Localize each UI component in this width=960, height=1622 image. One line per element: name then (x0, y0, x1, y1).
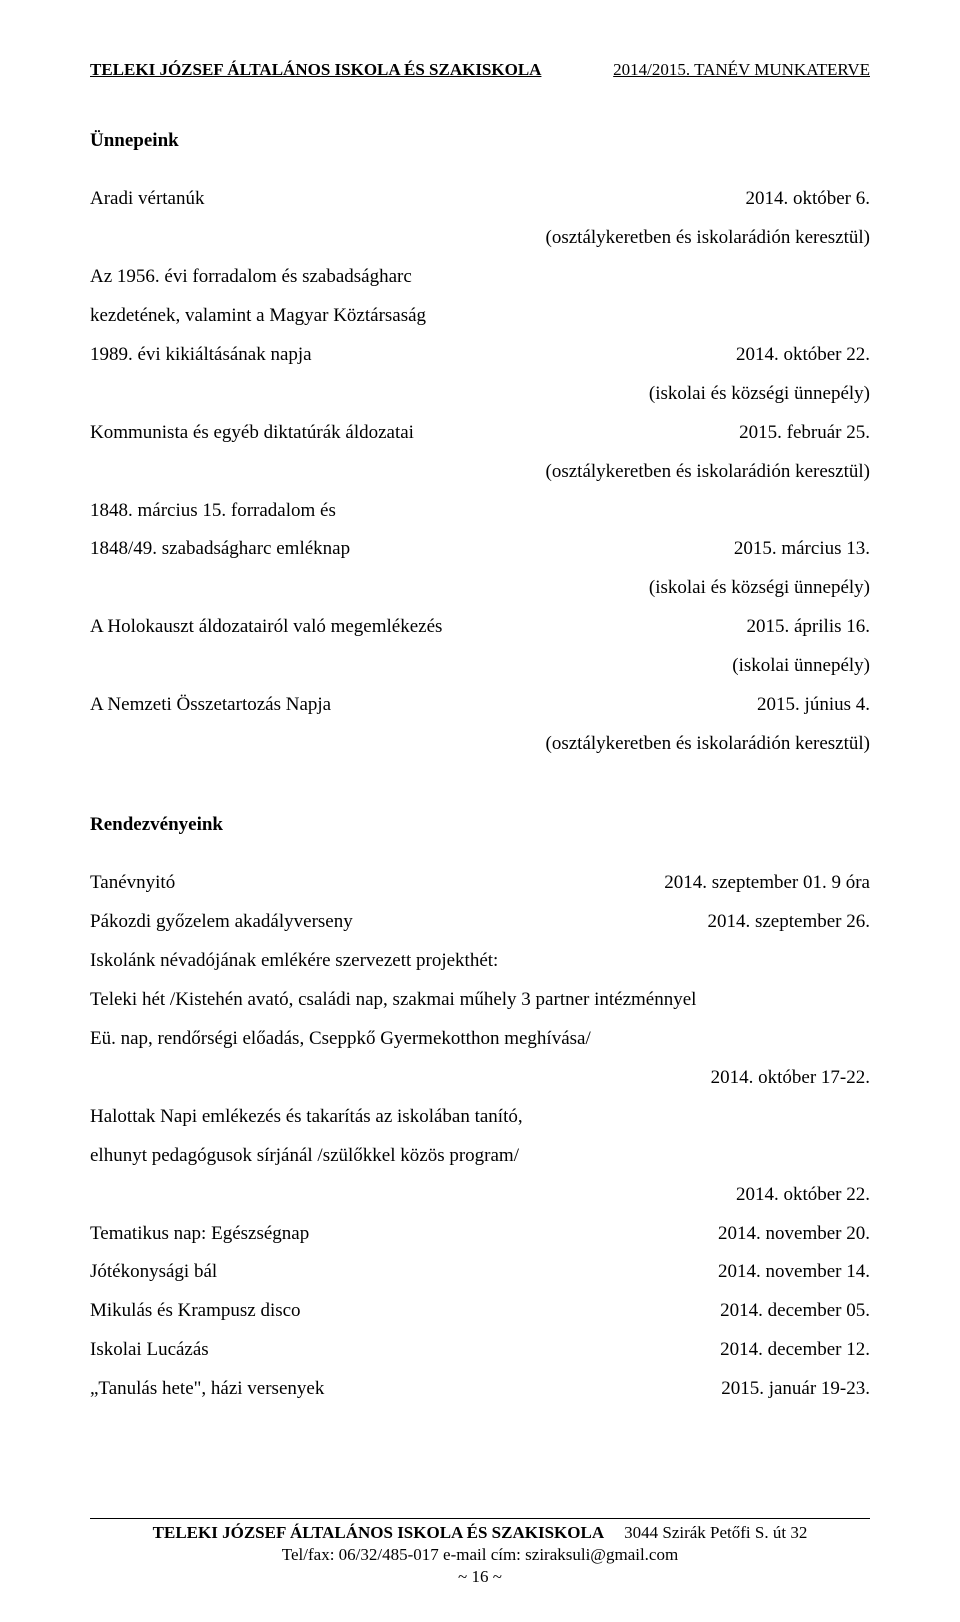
label: Pákozdi győzelem akadályverseny (90, 903, 707, 942)
label: Tanévnyitó (90, 864, 664, 903)
label: Az 1956. évi forradalom és szabadságharc (90, 258, 870, 297)
row: elhunyt pedagógusok sírjánál /szülőkkel … (90, 1137, 870, 1176)
footer-org: TELEKI JÓZSEF ÁLTALÁNOS ISKOLA ÉS SZAKIS… (153, 1523, 604, 1543)
row: (iskolai és községi ünnepély) (90, 375, 870, 414)
row: Eü. nap, rendőrségi előadás, Cseppkő Gye… (90, 1020, 870, 1059)
row: (osztálykeretben és iskolarádión kereszt… (90, 219, 870, 258)
value: 2015. január 19-23. (721, 1370, 870, 1409)
value: 2015. június 4. (757, 686, 870, 725)
value: 2014. október 22. (736, 1176, 870, 1215)
row: Tanévnyitó 2014. szeptember 01. 9 óra (90, 864, 870, 903)
row: kezdetének, valamint a Magyar Köztársasá… (90, 297, 870, 336)
label: 1848/49. szabadságharc emléknap (90, 530, 734, 569)
label: A Nemzeti Összetartozás Napja (90, 686, 757, 725)
row: A Nemzeti Összetartozás Napja 2015. júni… (90, 686, 870, 725)
label: Tematikus nap: Egészségnap (90, 1215, 718, 1254)
label: Eü. nap, rendőrségi előadás, Cseppkő Gye… (90, 1020, 870, 1059)
value: 2014. december 05. (720, 1292, 870, 1331)
row: (osztálykeretben és iskolarádión kereszt… (90, 453, 870, 492)
row: Kommunista és egyéb diktatúrák áldozatai… (90, 414, 870, 453)
label: „Tanulás hete", házi versenyek (90, 1370, 721, 1409)
label: Teleki hét /Kistehén avató, családi nap,… (90, 981, 870, 1020)
value: (osztálykeretben és iskolarádión kereszt… (546, 219, 870, 258)
footer-address: 3044 Szirák Petőfi S. út 32 (624, 1523, 807, 1543)
label: A Holokauszt áldozatairól való megemléke… (90, 608, 747, 647)
value: 2014. október 6. (745, 180, 870, 219)
label (90, 647, 732, 686)
row: Iskolánk névadójának emlékére szervezett… (90, 942, 870, 981)
footer-top-line: TELEKI JÓZSEF ÁLTALÁNOS ISKOLA ÉS SZAKIS… (90, 1518, 870, 1543)
value: 2014. december 12. (720, 1331, 870, 1370)
value: (osztálykeretben és iskolarádión kereszt… (546, 725, 870, 764)
row: (iskolai és községi ünnepély) (90, 569, 870, 608)
row: 2014. október 22. (90, 1176, 870, 1215)
label: Jótékonysági bál (90, 1253, 718, 1292)
value: 2014. szeptember 01. 9 óra (664, 864, 870, 903)
label: Iskolai Lucázás (90, 1331, 720, 1370)
label: kezdetének, valamint a Magyar Köztársasá… (90, 297, 870, 336)
row: (iskolai ünnepély) (90, 647, 870, 686)
label: 1989. évi kikiáltásának napja (90, 336, 736, 375)
row: Az 1956. évi forradalom és szabadságharc (90, 258, 870, 297)
value: (iskolai és községi ünnepély) (649, 375, 870, 414)
page-header: TELEKI JÓZSEF ÁLTALÁNOS ISKOLA ÉS SZAKIS… (90, 60, 870, 80)
value: 2014. november 14. (718, 1253, 870, 1292)
label (90, 1059, 711, 1098)
row: Pákozdi győzelem akadályverseny 2014. sz… (90, 903, 870, 942)
row: Tematikus nap: Egészségnap 2014. novembe… (90, 1215, 870, 1254)
row: „Tanulás hete", házi versenyek 2015. jan… (90, 1370, 870, 1409)
row: Mikulás és Krampusz disco 2014. december… (90, 1292, 870, 1331)
value: (osztálykeretben és iskolarádión kereszt… (546, 453, 870, 492)
row: 1848. március 15. forradalom és (90, 492, 870, 531)
label (90, 219, 546, 258)
label (90, 725, 546, 764)
value: (iskolai és községi ünnepély) (649, 569, 870, 608)
value: 2015. április 16. (747, 608, 871, 647)
row: Teleki hét /Kistehén avató, családi nap,… (90, 981, 870, 1020)
label: Halottak Napi emlékezés és takarítás az … (90, 1098, 870, 1137)
label (90, 1176, 736, 1215)
label: Kommunista és egyéb diktatúrák áldozatai (90, 414, 739, 453)
label (90, 453, 546, 492)
row: 1848/49. szabadságharc emléknap 2015. má… (90, 530, 870, 569)
row: Aradi vértanúk 2014. október 6. (90, 180, 870, 219)
document-page: TELEKI JÓZSEF ÁLTALÁNOS ISKOLA ÉS SZAKIS… (0, 0, 960, 1622)
header-right: 2014/2015. TANÉV MUNKATERVE (613, 60, 870, 80)
row: Jótékonysági bál 2014. november 14. (90, 1253, 870, 1292)
row: 2014. október 17-22. (90, 1059, 870, 1098)
value: 2014. szeptember 26. (707, 903, 870, 942)
section-title-unnepeink: Ünnepeink (90, 130, 870, 152)
label: elhunyt pedagógusok sírjánál /szülőkkel … (90, 1137, 870, 1176)
row: A Holokauszt áldozatairól való megemléke… (90, 608, 870, 647)
label (90, 375, 649, 414)
footer-page-number: ~ 16 ~ (90, 1567, 870, 1587)
value: 2014. november 20. (718, 1215, 870, 1254)
label: Aradi vértanúk (90, 180, 745, 219)
page-footer: TELEKI JÓZSEF ÁLTALÁNOS ISKOLA ÉS SZAKIS… (90, 1518, 870, 1587)
section-title-rendezvenyeink: Rendezvényeink (90, 814, 870, 836)
row: Halottak Napi emlékezés és takarítás az … (90, 1098, 870, 1137)
footer-contact: Tel/fax: 06/32/485-017 e-mail cím: szira… (90, 1545, 870, 1565)
value: (iskolai ünnepély) (732, 647, 870, 686)
row: (osztálykeretben és iskolarádión kereszt… (90, 725, 870, 764)
label: 1848. március 15. forradalom és (90, 492, 870, 531)
row: Iskolai Lucázás 2014. december 12. (90, 1331, 870, 1370)
value: 2014. október 17-22. (711, 1059, 870, 1098)
value: 2015. február 25. (739, 414, 870, 453)
label (90, 569, 649, 608)
row: 1989. évi kikiáltásának napja 2014. októ… (90, 336, 870, 375)
header-left: TELEKI JÓZSEF ÁLTALÁNOS ISKOLA ÉS SZAKIS… (90, 60, 541, 80)
label: Mikulás és Krampusz disco (90, 1292, 720, 1331)
value: 2015. március 13. (734, 530, 870, 569)
value: 2014. október 22. (736, 336, 870, 375)
label: Iskolánk névadójának emlékére szervezett… (90, 942, 870, 981)
